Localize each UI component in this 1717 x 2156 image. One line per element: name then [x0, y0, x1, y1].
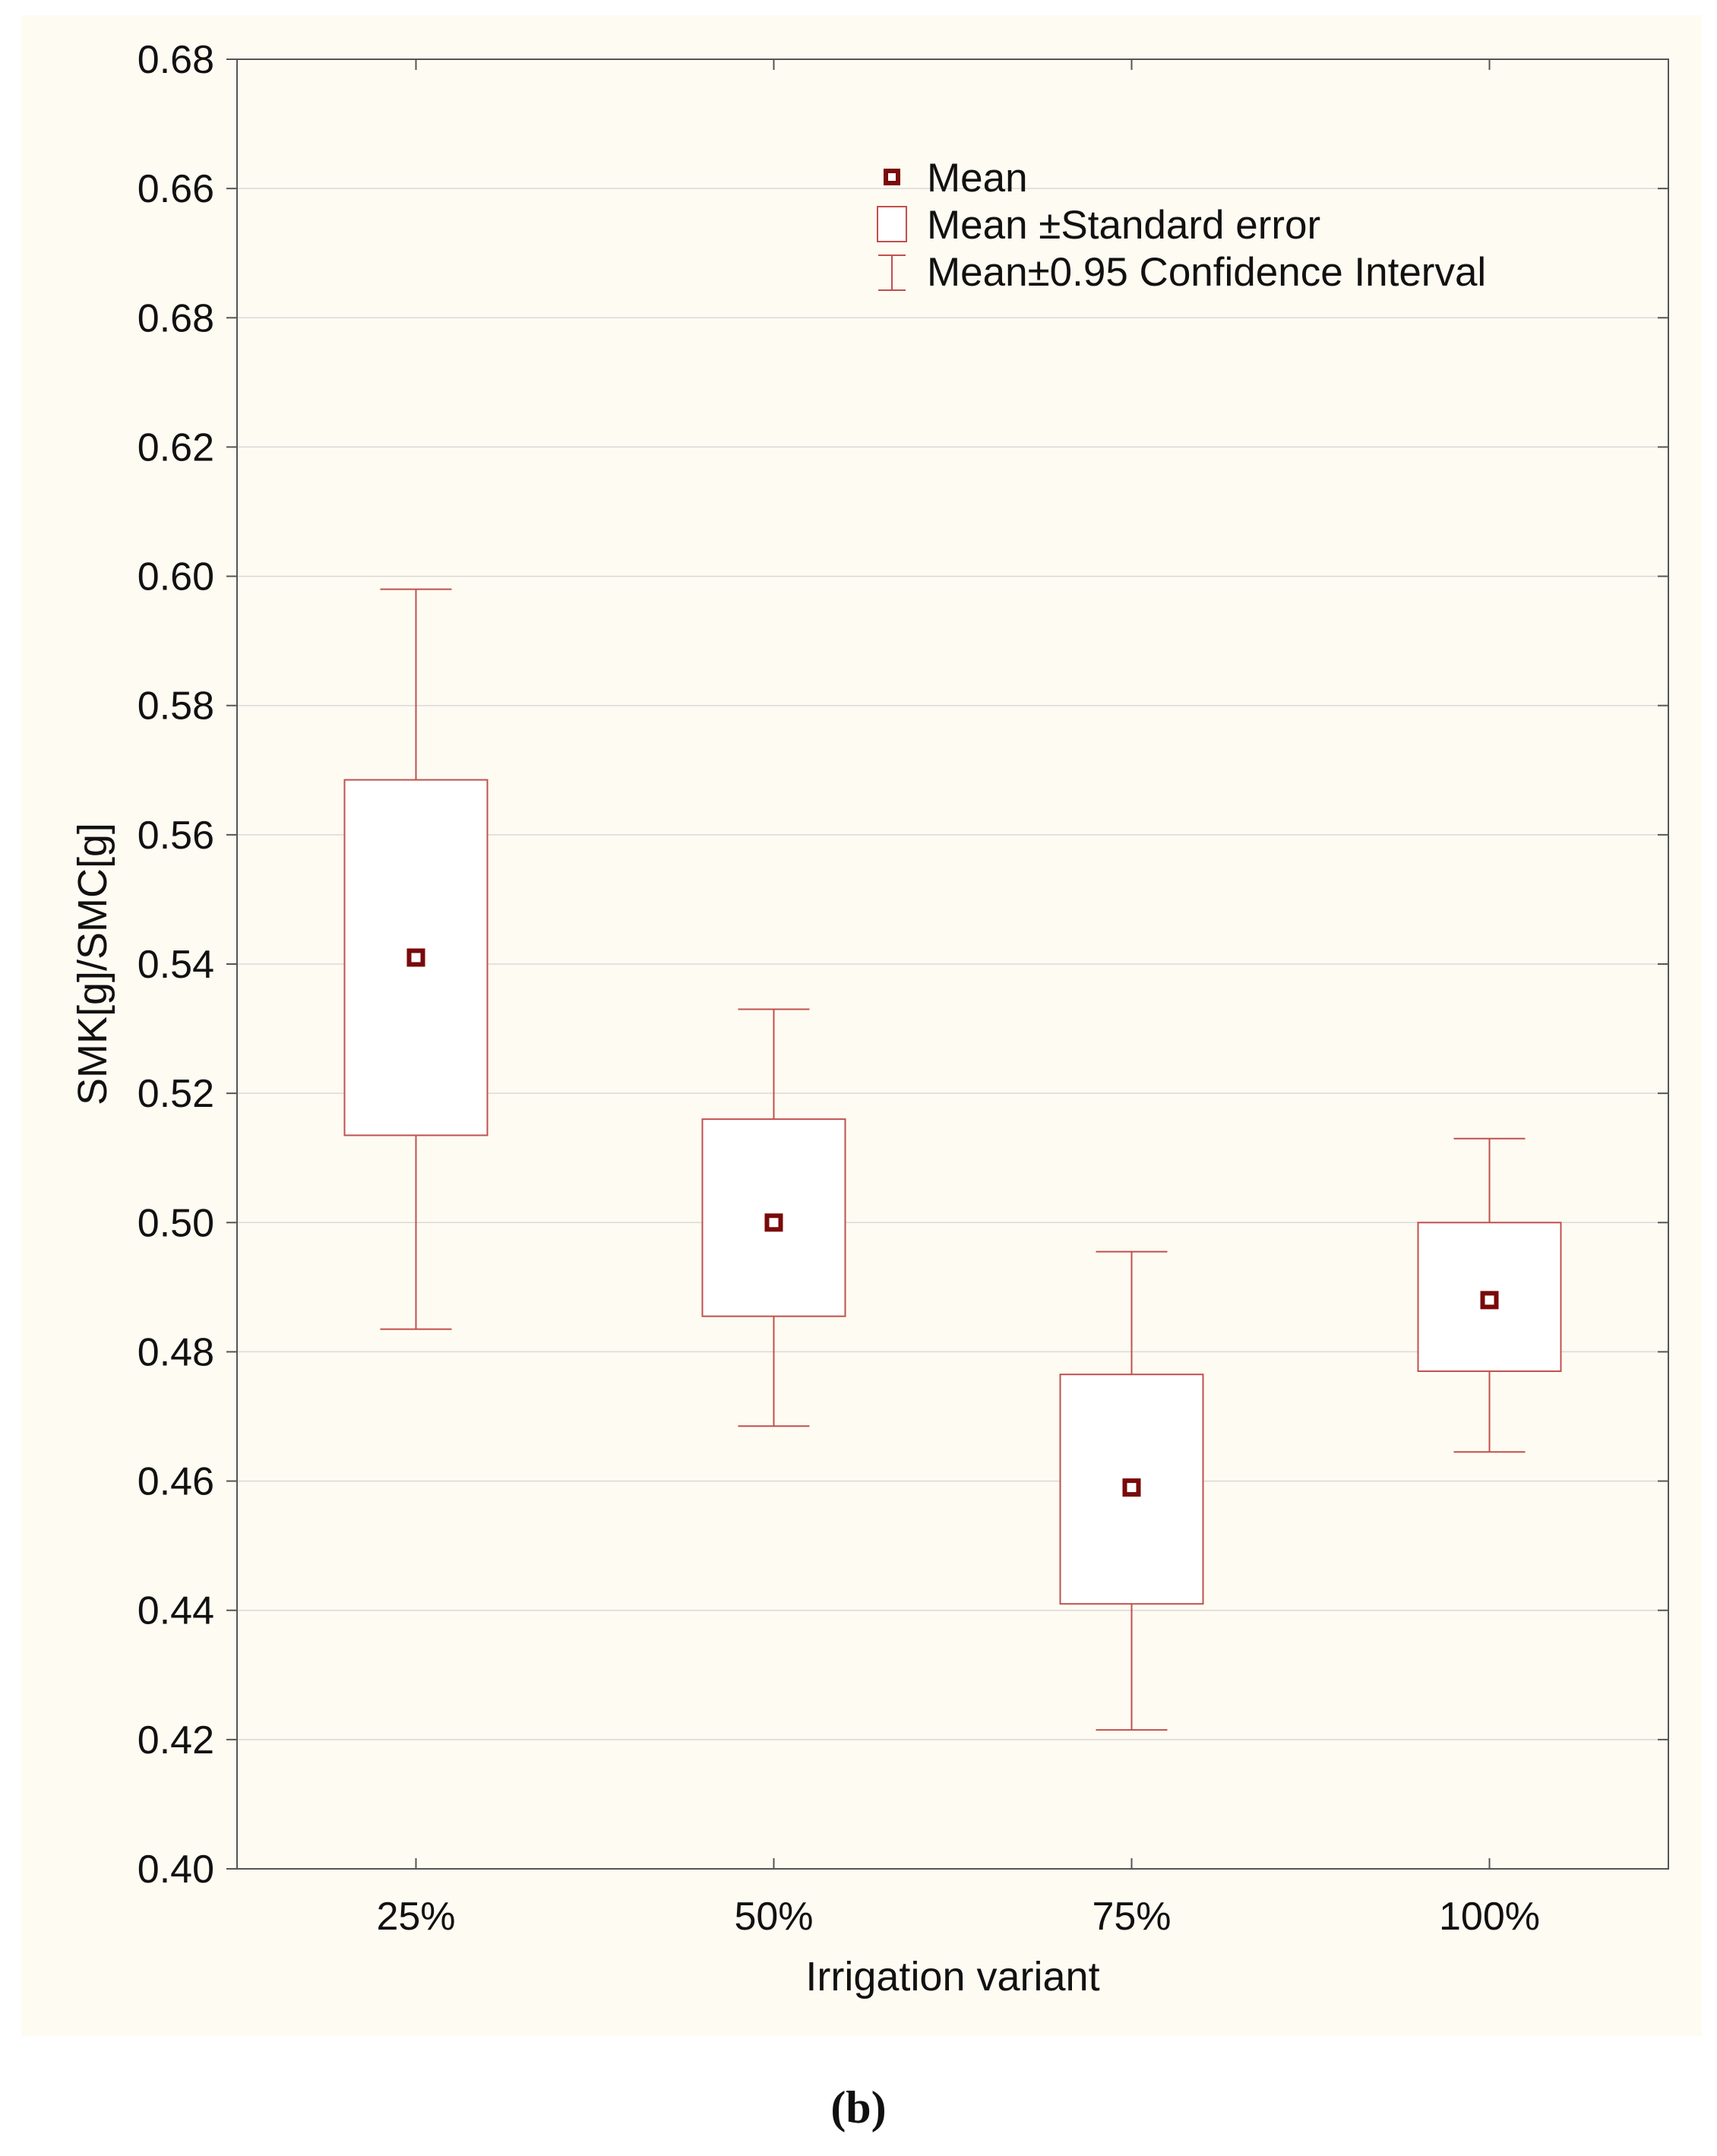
y-tick-label: 0.54: [138, 943, 214, 987]
legend-ci-whisker: [878, 254, 906, 291]
legend-mean-label: Mean: [927, 156, 1028, 201]
x-tick-label: 100%: [1439, 1895, 1540, 1939]
panel-caption: (b): [830, 2082, 887, 2132]
legend-se-label: Mean ±Standard error: [927, 203, 1320, 248]
x-axis-ticks: 25% 50% 75% 100%: [376, 59, 1540, 1939]
legend-ci-label: Mean±0.95 Confidence Interval: [927, 250, 1486, 295]
y-tick-label: 0.44: [138, 1589, 214, 1633]
x-tick-label: 75%: [1092, 1895, 1171, 1939]
x-axis-title: Irrigation variant: [805, 1954, 1099, 2000]
y-tick-label: 0.52: [138, 1072, 214, 1116]
mean-marker: [1122, 1478, 1141, 1497]
mean-marker: [406, 948, 425, 967]
x-tick-label: 25%: [376, 1895, 455, 1939]
y-tick-label: 0.56: [138, 814, 214, 858]
mean-marker: [764, 1213, 783, 1232]
box-marks: [343, 588, 1562, 1731]
y-tick-label: 0.48: [138, 1330, 214, 1374]
legend: Mean Mean ±Standard error Mean±0.95 Conf…: [877, 156, 1486, 295]
legend-mean-marker: [884, 169, 900, 185]
y-tick-label: 0.66: [138, 167, 214, 211]
y-tick-label: 0.68: [138, 296, 214, 340]
box-plot-chart: 0.40 0.42 0.44 0.46 0.48 0.50 0.52 0.54 0.56 0.58…: [70, 38, 1669, 2000]
y-tick-label: 0.60: [138, 555, 214, 599]
y-tick-label: 0.46: [138, 1460, 214, 1504]
y-tick-label: 0.58: [138, 684, 214, 729]
y-tick-label: 0.62: [138, 425, 214, 469]
y-tick-label: 0.42: [138, 1718, 214, 1762]
y-tick-label: 0.68: [138, 38, 214, 82]
chart-panel: 0.40 0.42 0.44 0.46 0.48 0.50 0.52 0.54 0.56 0.58…: [21, 15, 1702, 2036]
y-axis-title: SMK[g]/SMC[g]: [70, 823, 115, 1105]
mean-marker: [1480, 1291, 1499, 1310]
x-tick-label: 50%: [734, 1895, 813, 1939]
legend-se-box: [877, 206, 907, 242]
y-tick-label: 0.40: [138, 1848, 214, 1892]
y-axis-ticks: 0.40 0.42 0.44 0.46 0.48 0.50 0.52 0.54 0.56 0.58…: [138, 38, 1668, 1892]
y-tick-label: 0.50: [138, 1201, 214, 1245]
